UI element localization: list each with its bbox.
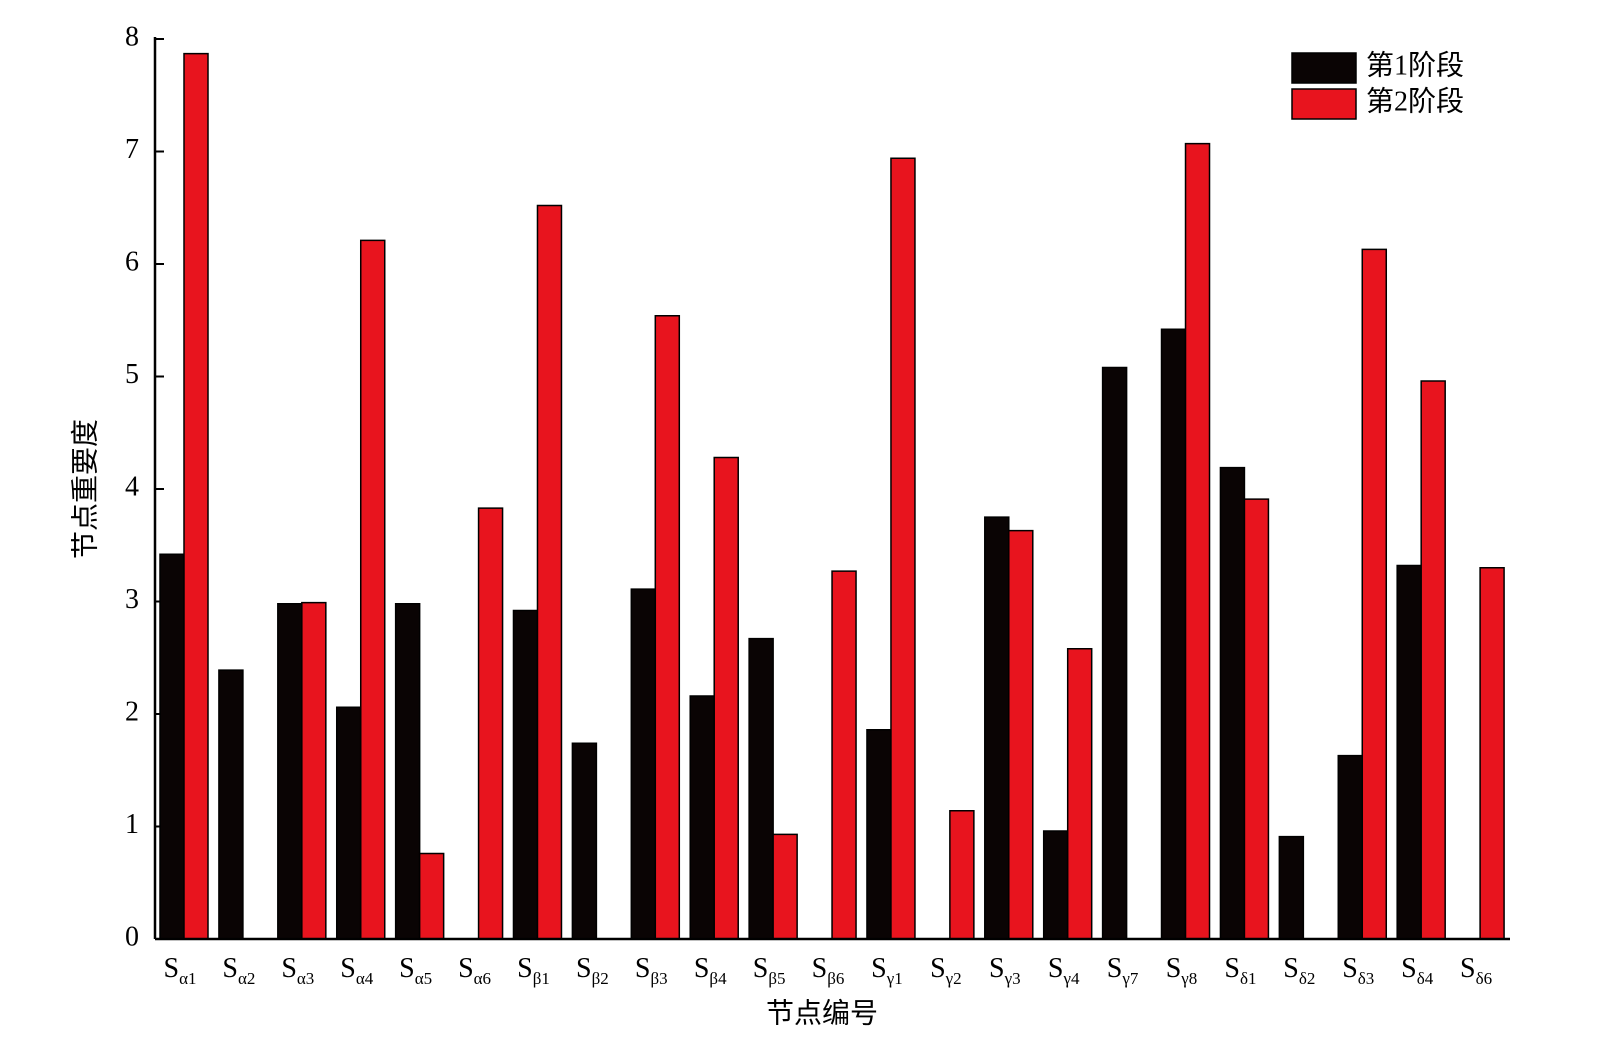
- bar: [866, 729, 892, 940]
- bar: [689, 695, 715, 940]
- bar: [477, 507, 504, 940]
- legend-label: 第1阶段: [1366, 49, 1464, 81]
- x-tick-label: Sβ1: [517, 953, 550, 987]
- x-axis-label: 节点编号: [766, 997, 878, 1029]
- x-tick-label: Sδ3: [1342, 953, 1374, 987]
- bar: [1184, 142, 1211, 940]
- x-tick-label: Sδ4: [1401, 953, 1434, 987]
- x-tick-label: Sδ6: [1460, 953, 1492, 987]
- x-tick-label: Sγ2: [930, 953, 962, 987]
- bar: [183, 52, 209, 940]
- bar: [301, 601, 327, 940]
- x-tick-label: Sα2: [222, 953, 255, 987]
- legend-swatch: [1291, 88, 1357, 120]
- y-tick-label: 6: [125, 246, 139, 277]
- x-tick-label: Sβ4: [694, 953, 727, 987]
- y-tick-label: 7: [125, 134, 139, 165]
- bar: [831, 570, 857, 940]
- x-tick-label: Sγ7: [1107, 953, 1139, 987]
- x-tick-label: Sα3: [281, 953, 314, 987]
- bar: [335, 706, 362, 940]
- y-tick-label: 1: [125, 809, 139, 840]
- x-tick-label: Sβ5: [753, 953, 786, 987]
- bar: [394, 603, 421, 940]
- bar: [890, 157, 916, 940]
- bar: [1008, 529, 1034, 940]
- bar: [536, 204, 563, 940]
- y-tick-label: 4: [125, 471, 139, 502]
- y-tick-label: 5: [125, 359, 139, 390]
- bar: [1278, 835, 1305, 940]
- bar: [1337, 754, 1364, 940]
- bar: [1396, 564, 1422, 940]
- bar: [359, 239, 386, 940]
- bar: [418, 852, 445, 940]
- x-tick-label: Sγ1: [871, 953, 903, 987]
- bar: [1420, 380, 1446, 940]
- legend-label: 第2阶段: [1366, 85, 1464, 117]
- bar: [512, 609, 539, 940]
- bar: [772, 833, 798, 940]
- bar: [654, 315, 681, 940]
- y-tick-label: 8: [125, 21, 139, 52]
- y-tick-label: 0: [125, 921, 139, 952]
- bar: [571, 742, 598, 940]
- bar: [277, 603, 303, 940]
- x-tick-label: Sα6: [458, 953, 491, 987]
- x-tick-label: Sγ8: [1166, 953, 1198, 987]
- bar: [1160, 328, 1187, 940]
- bar: [159, 553, 185, 940]
- y-axis-label: 节点重要度: [69, 419, 101, 559]
- x-tick-label: Sβ3: [635, 953, 668, 987]
- bar: [949, 810, 975, 940]
- legend-swatch: [1291, 52, 1357, 84]
- x-tick-label: Sγ3: [989, 953, 1021, 987]
- y-tick-label: 3: [125, 584, 139, 615]
- bar: [1243, 498, 1270, 940]
- bar: [1479, 567, 1505, 940]
- x-tick-label: Sα5: [399, 953, 432, 987]
- x-tick-label: Sδ1: [1224, 953, 1256, 987]
- x-tick-label: Sγ4: [1048, 953, 1080, 987]
- x-tick-label: Sα1: [164, 953, 197, 987]
- bar: [1042, 830, 1069, 940]
- bar: [748, 637, 774, 940]
- y-tick-label: 2: [125, 696, 139, 727]
- bar: [1361, 248, 1388, 940]
- x-tick-label: Sα4: [340, 953, 373, 987]
- bar: [1101, 366, 1128, 940]
- x-tick-label: Sβ6: [812, 953, 845, 987]
- bar: [1219, 466, 1246, 940]
- x-tick-label: Sβ2: [576, 953, 609, 987]
- bar: [984, 516, 1010, 940]
- bar: [1066, 648, 1093, 940]
- x-tick-label: Sδ2: [1283, 953, 1315, 987]
- bar: [630, 588, 657, 940]
- bar: [218, 669, 244, 940]
- bar: [713, 456, 739, 940]
